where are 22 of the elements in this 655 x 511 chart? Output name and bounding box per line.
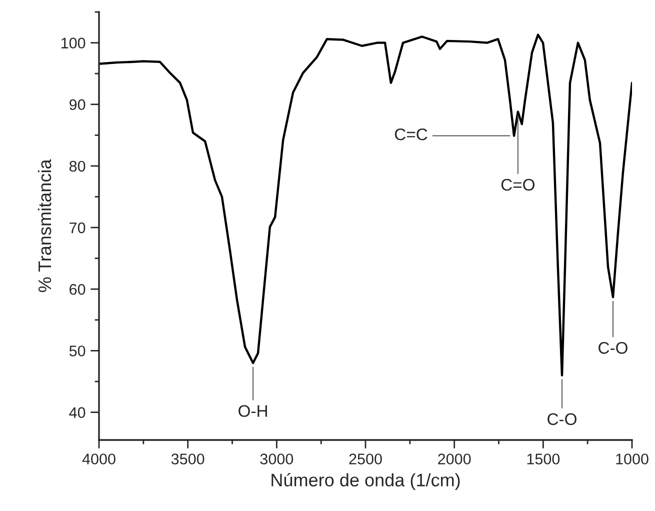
annotation: C=O bbox=[501, 178, 535, 191]
annotation: C-O bbox=[548, 413, 576, 426]
x-axis-title: Número de onda (1/cm) bbox=[272, 472, 460, 490]
x-tick-label: 2500 bbox=[349, 454, 382, 464]
y-tick-label: 60 bbox=[70, 284, 86, 295]
line-series bbox=[99, 34, 632, 376]
x-tick-label: 3000 bbox=[260, 454, 294, 464]
y-tick-label: 80 bbox=[69, 160, 86, 172]
y-tick-label: 100 bbox=[61, 38, 86, 48]
annotation: C-O bbox=[598, 342, 628, 354]
annotation: C=C bbox=[394, 128, 428, 140]
y-axis-title: % Transmitancia bbox=[38, 159, 52, 292]
annotation: O-H bbox=[238, 405, 267, 417]
y-tick-label: 50 bbox=[69, 346, 86, 356]
y-tick-label: 90 bbox=[70, 99, 86, 110]
x-tick-label: 1000 bbox=[616, 454, 648, 464]
x-tick-label: 2000 bbox=[438, 454, 471, 464]
y-tick-label: 40 bbox=[69, 407, 86, 418]
x-tick-label: 1500 bbox=[527, 454, 560, 464]
y-tick-label: 70 bbox=[70, 222, 86, 234]
x-tick-label: 3500 bbox=[171, 454, 204, 464]
x-tick-label: 4000 bbox=[82, 454, 116, 464]
